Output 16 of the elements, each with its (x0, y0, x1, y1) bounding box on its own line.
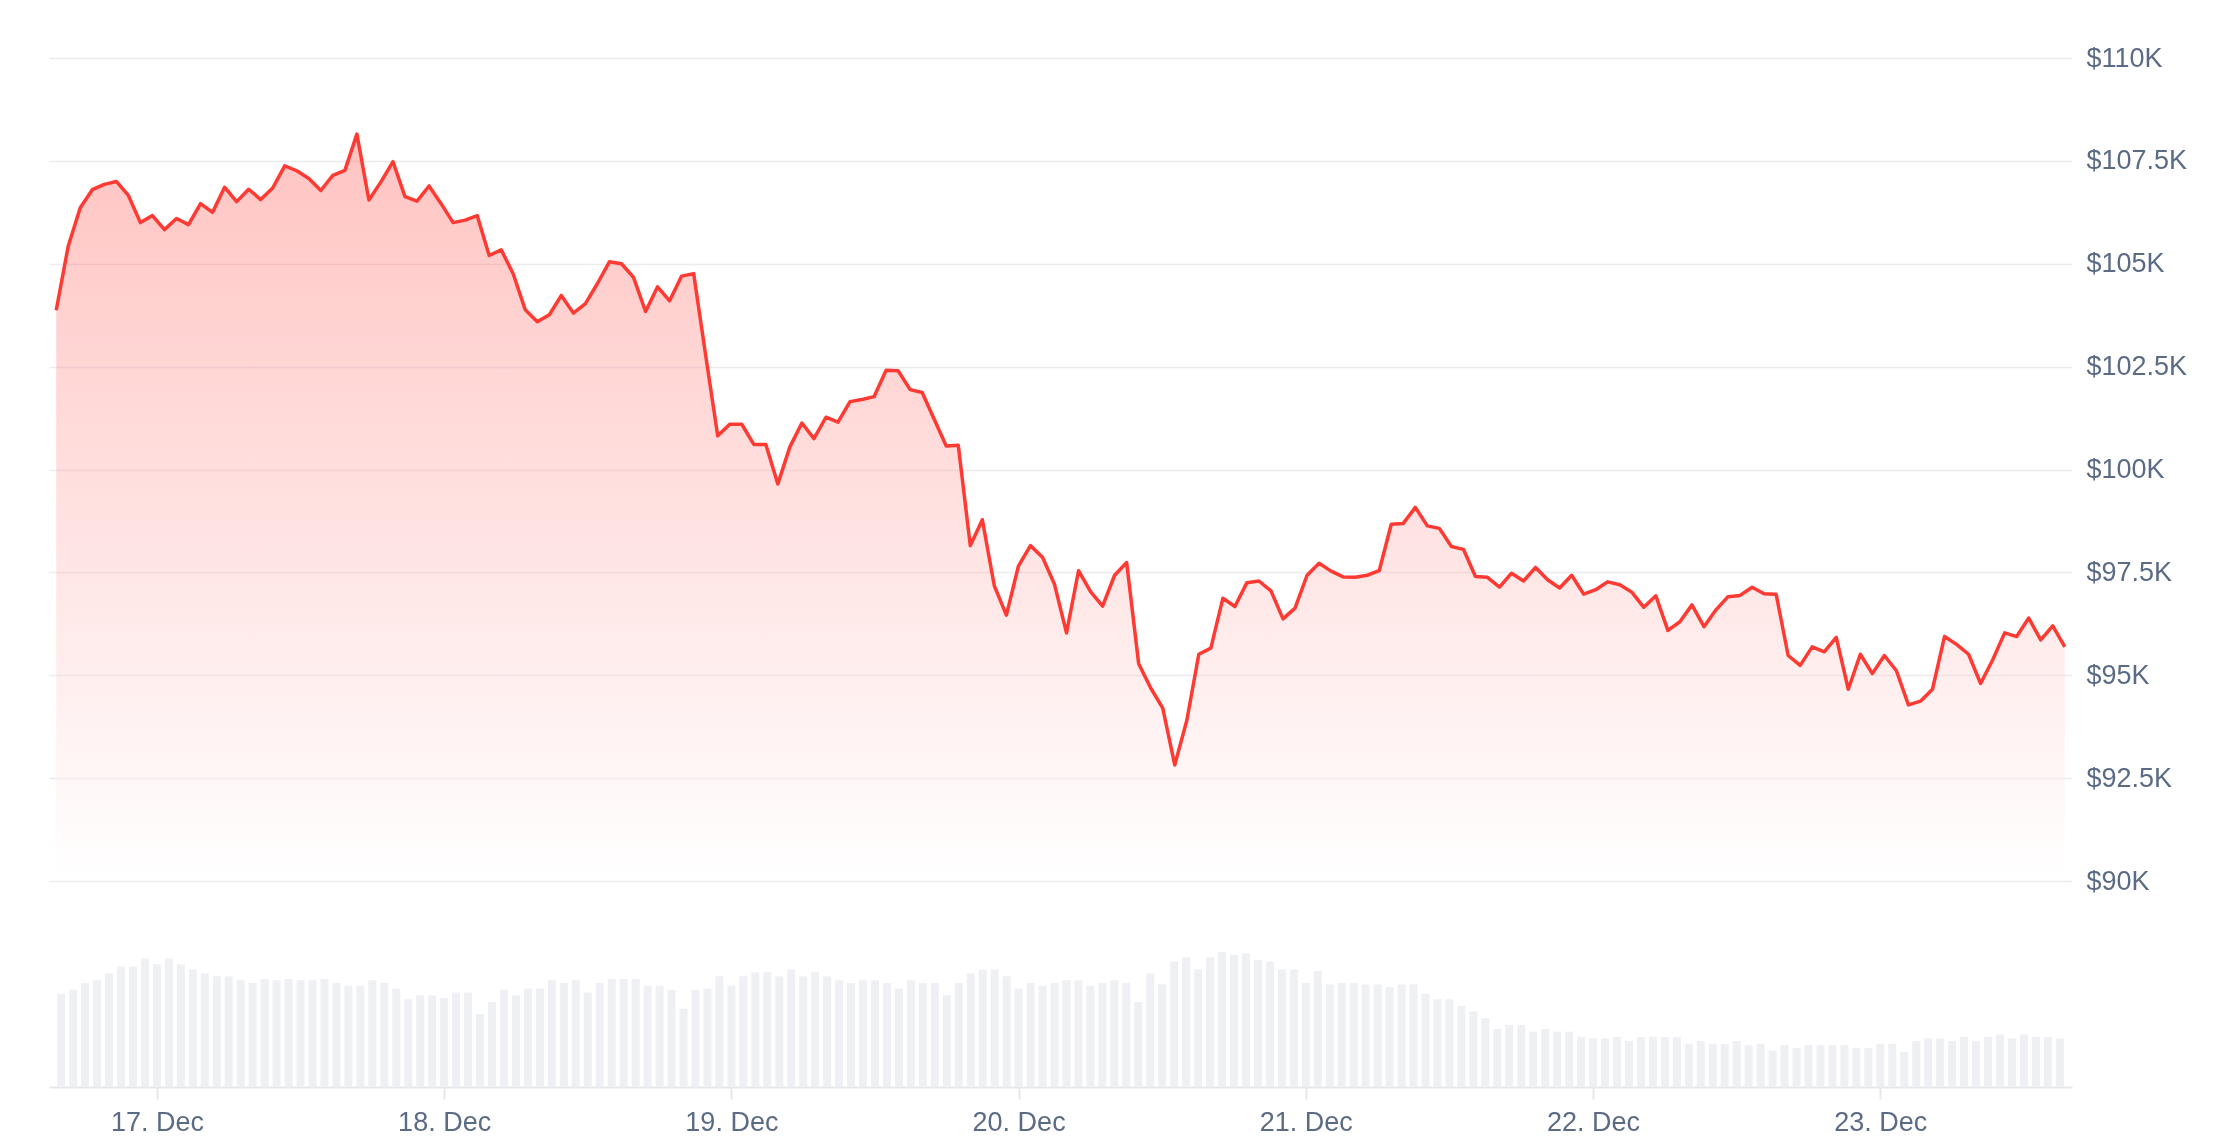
x-tick-label: 23. Dec (1834, 1106, 1928, 1137)
y-tick-label: $107.5K (2086, 145, 2188, 176)
y-tick-label: $92.5K (2086, 762, 2173, 793)
y-tick-label: $95K (2086, 659, 2150, 690)
y-tick-label: $110K (2086, 42, 2163, 73)
x-tick-label: 22. Dec (1547, 1106, 1641, 1137)
y-tick-label: $97.5K (2086, 556, 2173, 587)
x-tick-label: 21. Dec (1259, 1106, 1353, 1137)
y-tick-label: $90K (2086, 865, 2150, 896)
x-tick-label: 20. Dec (972, 1106, 1066, 1137)
y-tick-label: $100K (2086, 454, 2165, 484)
x-tick-label: 17. Dec (110, 1106, 204, 1137)
y-tick-label: $102.5K (2086, 351, 2188, 382)
x-tick-label: 18. Dec (398, 1106, 492, 1137)
x-tick-label: 19. Dec (685, 1106, 779, 1137)
y-tick-label: $105K (2086, 248, 2165, 279)
